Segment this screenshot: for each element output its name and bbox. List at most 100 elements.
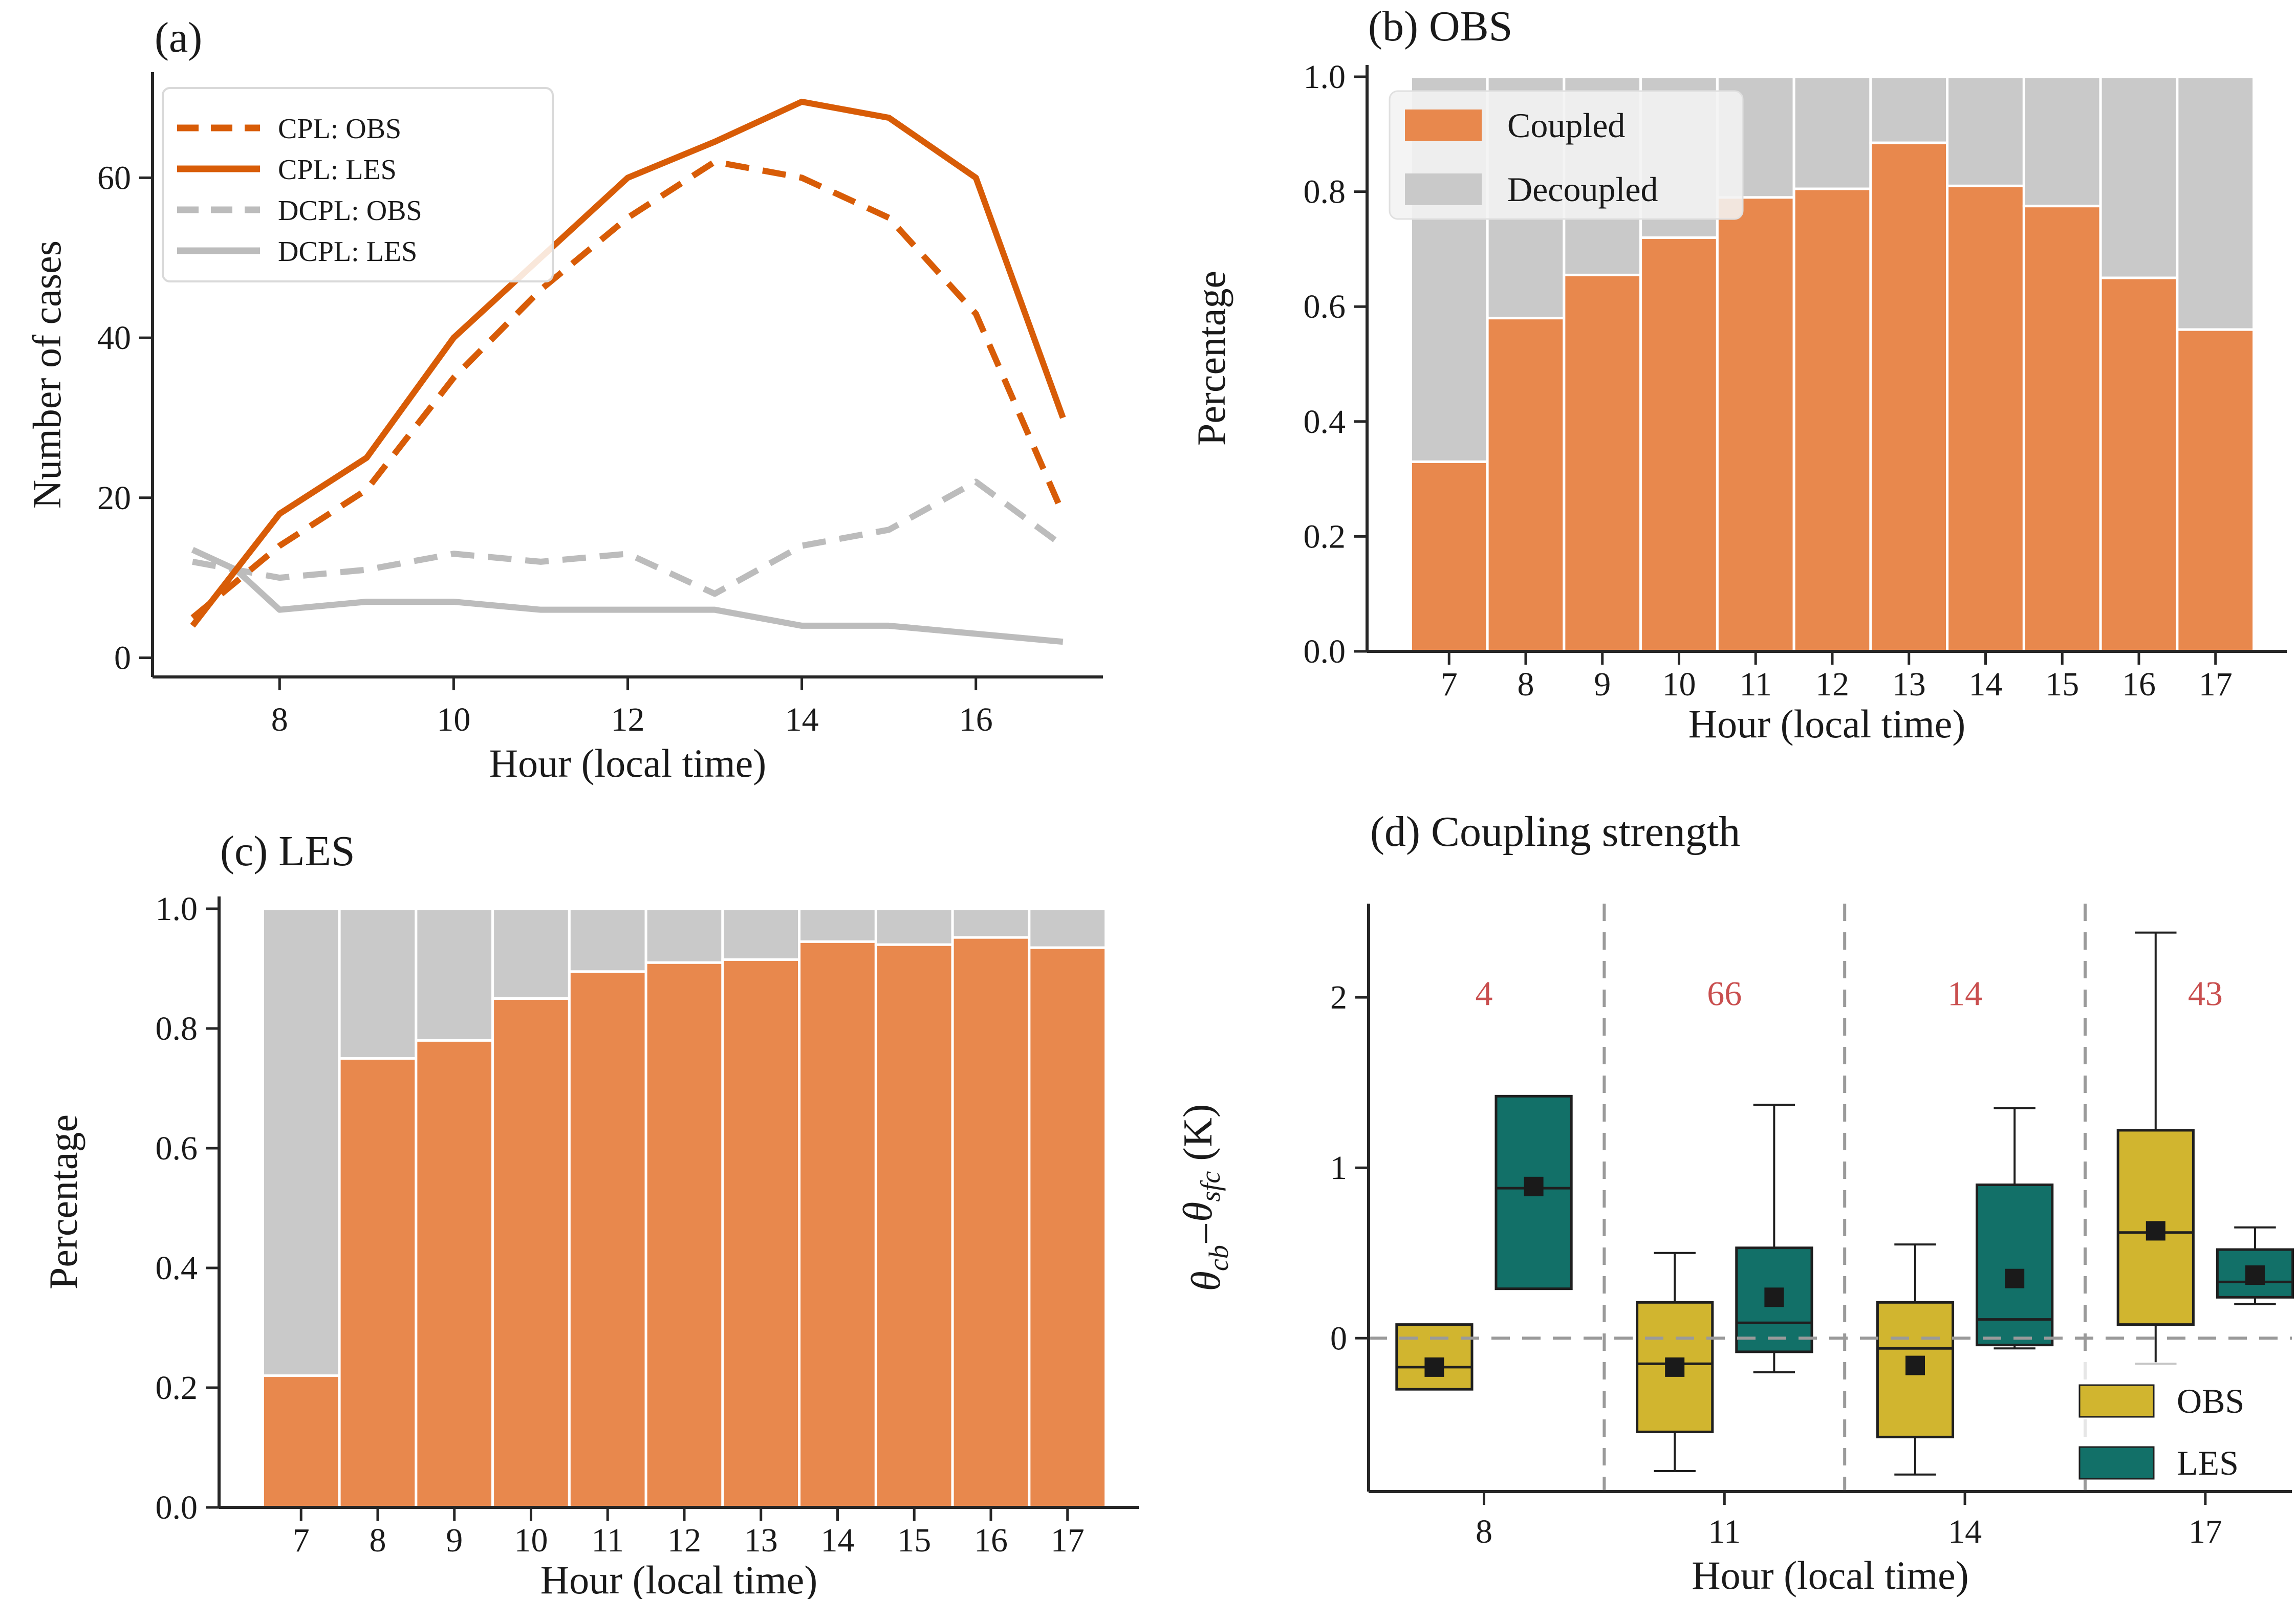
x-tick-label: 10 <box>1662 666 1696 703</box>
legend-item-label: CPL: LES <box>278 154 397 186</box>
bar-decoupled-16 <box>951 907 1031 939</box>
x-tick-label: 14 <box>1948 1513 1982 1550</box>
bar-coupled-8 <box>1486 317 1566 653</box>
bar-decoupled-16 <box>2099 75 2179 279</box>
panel-d-title: (d) Coupling strength <box>1370 808 1741 856</box>
bar-coupled-10 <box>491 997 571 1509</box>
panel-c-stacked-bar-chart: 7 8 9 10 11 12 13 14 15 16 17 0.0 0.2 0.4 0.6 0.8 1.0 Hou… <box>41 890 1139 1599</box>
bar-decoupled-17 <box>1028 907 1108 949</box>
y-tick-label: 0.2 <box>1304 518 1346 555</box>
panel-a-title: (a) <box>155 14 203 61</box>
x-tick-label: 15 <box>897 1522 931 1559</box>
legend-item-label: OBS <box>2177 1382 2244 1420</box>
x-tick-label: 17 <box>2199 666 2233 703</box>
legend-swatch-coupled <box>1405 109 1482 141</box>
y-tick-label: 60 <box>97 159 131 196</box>
bar-decoupled-17 <box>2176 75 2256 331</box>
y-axis-label: Number of cases <box>25 240 69 509</box>
legend-swatch-decoupled <box>1405 173 1482 205</box>
panel-c-title: (c) LES <box>220 827 355 875</box>
bar-coupled-7 <box>261 1374 341 1509</box>
count-label: 66 <box>1707 974 1742 1013</box>
bar-coupled-14 <box>1946 184 2025 653</box>
y-tick-label: 0.8 <box>156 1010 198 1047</box>
x-axis-label: Hour (local time) <box>1688 702 1965 746</box>
x-tick-label: 8 <box>1517 666 1534 703</box>
bar-decoupled-12 <box>644 907 724 964</box>
legend-frame <box>162 87 554 282</box>
legend-swatch-les <box>2078 1446 2155 1480</box>
y-tick-label: 20 <box>97 479 131 517</box>
legend-item-label: DCPL: LES <box>278 236 417 268</box>
y-tick-label: 0.4 <box>1304 403 1346 441</box>
x-tick-label: 17 <box>1051 1522 1085 1559</box>
line-dcpl-les <box>191 546 1064 645</box>
bar-decoupled-7 <box>261 907 341 1377</box>
line-dcpl-obs <box>192 478 1065 597</box>
legend-swatch-obs <box>2078 1384 2155 1418</box>
x-tick-label: 8 <box>271 701 288 738</box>
y-tick-label: 1 <box>1330 1149 1347 1187</box>
x-tick-label: 17 <box>2189 1513 2222 1550</box>
bar-coupled-7 <box>1409 460 1489 653</box>
bar-decoupled-14 <box>798 907 877 943</box>
panel-d: (d) Coupling strength 4 66 14 43 8 11 14 17 0 1 2 H… <box>1148 799 2296 1599</box>
y-tick-label: 0.4 <box>156 1250 198 1287</box>
bar-decoupled-15 <box>2022 75 2102 208</box>
bar-coupled-15 <box>874 943 954 1509</box>
y-tick-label: 0.0 <box>156 1489 198 1526</box>
y-tick-label: 0.6 <box>156 1130 198 1167</box>
y-tick-label: 0.6 <box>1304 288 1346 325</box>
les-11-mean-marker <box>1764 1287 1784 1307</box>
bar-coupled-11 <box>568 970 647 1509</box>
y-tick-label: 40 <box>97 319 131 357</box>
x-tick-label: 11 <box>1708 1513 1741 1550</box>
line-cpl-les <box>190 98 1066 628</box>
bar-coupled-8 <box>338 1057 418 1509</box>
panel-b: (b) OBS 7 8 9 10 11 12 13 14 15 16 17 0.0 0.2 0.4 0.6 0… <box>1148 0 2296 799</box>
legend-item-label: LES <box>2177 1443 2239 1482</box>
legend-item-label: Coupled <box>1507 106 1625 145</box>
bar-decoupled-10 <box>491 907 571 1000</box>
bar-coupled-17 <box>2176 328 2256 653</box>
legend-item-label: CPL: OBS <box>278 113 401 145</box>
bar-decoupled-12 <box>1792 75 1872 190</box>
x-tick-label: 15 <box>2045 666 2079 703</box>
x-tick-label: 8 <box>369 1522 386 1559</box>
bar-coupled-11 <box>1716 196 1795 653</box>
count-label: 4 <box>1476 974 1493 1013</box>
les-8-mean-marker <box>1524 1176 1544 1196</box>
bar-decoupled-9 <box>415 907 494 1042</box>
bar-decoupled-8 <box>338 907 418 1060</box>
bar-coupled-15 <box>2022 205 2102 653</box>
x-tick-label: 14 <box>820 1522 854 1559</box>
panel-b-stacked-bar-chart: 7 8 9 10 11 12 13 14 15 16 17 0.0 0.2 0.4 0.6 0.8 1.0 Hou… <box>1189 58 2287 746</box>
les-17-mean-marker <box>2245 1265 2265 1285</box>
bar-decoupled-14 <box>1946 75 2025 187</box>
y-tick-label: 2 <box>1330 979 1347 1016</box>
legend-item-label: Decoupled <box>1507 170 1658 209</box>
y-tick-label: 0 <box>1330 1320 1347 1357</box>
obs-17-mean-marker <box>2146 1221 2165 1241</box>
obs-11-mean-marker <box>1665 1357 1685 1377</box>
x-axis-label: Hour (local time) <box>489 741 766 785</box>
x-tick-label: 10 <box>514 1522 548 1559</box>
x-axis-label: Hour (local time) <box>1692 1553 1968 1597</box>
bar-coupled-16 <box>951 936 1031 1509</box>
obs-14-mean-marker <box>1905 1355 1925 1375</box>
bar-decoupled-13 <box>1869 75 1949 144</box>
y-tick-label: 0.0 <box>1304 633 1346 670</box>
x-tick-label: 8 <box>1476 1513 1492 1550</box>
y-tick-label: 1.0 <box>156 890 198 928</box>
line-cpl-obs <box>190 159 1066 620</box>
x-tick-label: 14 <box>785 701 819 738</box>
x-tick-label: 14 <box>1968 666 2002 703</box>
count-label: 43 <box>2188 974 2223 1013</box>
x-tick-label: 12 <box>611 701 645 738</box>
y-tick-label: 0 <box>114 639 131 676</box>
x-tick-label: 9 <box>1594 666 1611 703</box>
x-tick-label: 16 <box>2122 666 2156 703</box>
bar-coupled-14 <box>798 940 877 1509</box>
les-8-box <box>1494 1094 1573 1290</box>
